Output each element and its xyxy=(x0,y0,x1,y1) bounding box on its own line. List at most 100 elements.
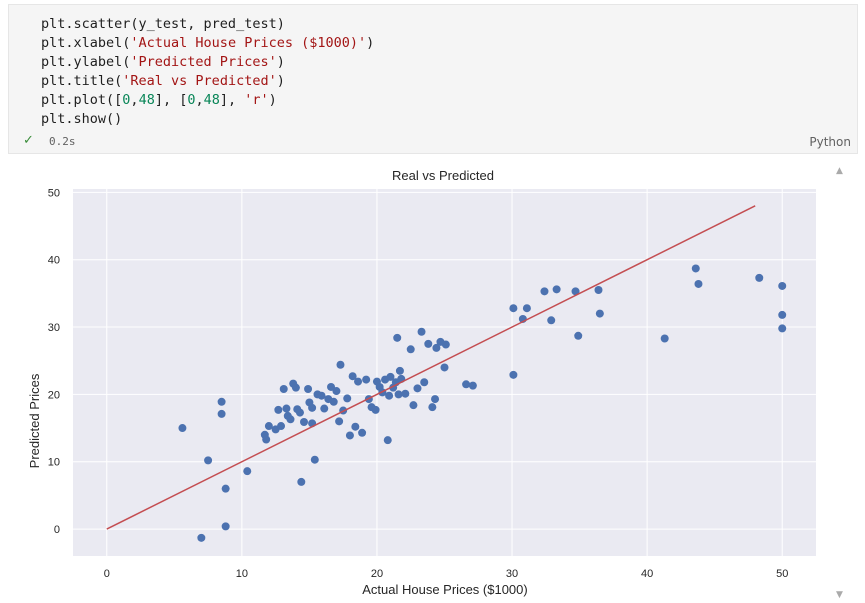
data-point xyxy=(362,375,371,384)
execution-time: 0.2s xyxy=(49,135,76,148)
data-point xyxy=(343,394,352,403)
data-point xyxy=(394,390,403,399)
data-point xyxy=(264,422,273,431)
data-point xyxy=(279,384,288,393)
data-point xyxy=(778,324,787,333)
data-point xyxy=(310,455,319,464)
data-point xyxy=(217,397,226,406)
data-point xyxy=(351,422,360,431)
data-point xyxy=(694,279,703,288)
cell-output: ▲ 0 10 20 30 40 50 0 10 20 30 40 50 Real vs Predict… xyxy=(0,156,865,600)
code-token: plt.scatter(y_test, pred_test) xyxy=(41,16,285,32)
x-tick-label: 20 xyxy=(371,568,383,580)
data-point xyxy=(424,339,433,348)
data-point xyxy=(277,422,286,431)
code-token: plt.show() xyxy=(41,111,123,127)
x-tick-label: 40 xyxy=(641,568,653,580)
scroll-down-icon[interactable]: ▼ xyxy=(836,590,843,600)
code-line: plt.show() xyxy=(41,110,374,129)
data-point xyxy=(552,285,561,294)
code-token: 'Real vs Predicted' xyxy=(122,73,277,89)
data-point xyxy=(348,372,357,381)
data-point xyxy=(243,467,252,476)
tick-labels: 0 10 20 30 40 50 0 10 20 30 40 50 xyxy=(48,187,789,580)
data-point xyxy=(755,273,764,282)
data-point xyxy=(428,403,437,412)
y-axis-label: Predicted Prices xyxy=(27,373,42,468)
code-line: plt.title('Real vs Predicted') xyxy=(41,72,374,91)
data-point xyxy=(432,343,441,352)
data-point xyxy=(297,477,306,486)
data-point xyxy=(221,522,230,531)
data-point xyxy=(282,404,291,413)
data-point xyxy=(178,424,187,433)
data-point xyxy=(594,286,603,295)
data-point xyxy=(291,383,300,392)
y-tick-label: 0 xyxy=(54,524,60,536)
code-cell[interactable]: plt.scatter(y_test, pred_test) plt.xlabel… xyxy=(8,4,858,154)
y-tick-label: 50 xyxy=(48,187,60,199)
code-line: plt.plot([0,48], [0,48], 'r') xyxy=(41,91,374,110)
code-token: 48 xyxy=(203,92,220,108)
data-point xyxy=(413,384,422,393)
x-tick-label: 10 xyxy=(236,568,248,580)
data-point xyxy=(304,384,313,393)
data-point xyxy=(358,428,367,437)
code-token: 0 xyxy=(187,92,196,108)
data-point xyxy=(320,404,329,413)
y-tick-label: 10 xyxy=(48,457,60,469)
data-point xyxy=(354,377,363,386)
data-point xyxy=(329,397,338,406)
data-point xyxy=(336,360,345,369)
code-editor[interactable]: plt.scatter(y_test, pred_test) plt.xlabel… xyxy=(41,15,374,129)
data-point xyxy=(274,405,283,414)
data-point xyxy=(204,456,213,465)
data-point xyxy=(409,401,418,410)
chart-title: Real vs Predicted xyxy=(392,168,494,183)
data-point xyxy=(509,304,518,313)
code-token: ) xyxy=(268,92,277,108)
data-point xyxy=(371,405,380,414)
y-tick-label: 40 xyxy=(48,255,60,267)
scatter-points xyxy=(178,264,787,542)
data-point xyxy=(295,408,304,417)
code-token: , xyxy=(195,92,204,108)
data-point xyxy=(595,309,604,318)
data-point xyxy=(262,435,271,444)
code-token: ) xyxy=(366,35,375,51)
data-point xyxy=(660,334,669,343)
scroll-up-icon[interactable]: ▲ xyxy=(836,166,843,176)
code-line: plt.ylabel('Predicted Prices') xyxy=(41,53,374,72)
code-line: plt.xlabel('Actual House Prices ($1000)'… xyxy=(41,34,374,53)
data-point xyxy=(522,304,531,313)
data-point xyxy=(335,417,344,426)
code-token: , xyxy=(130,92,139,108)
y-tick-label: 30 xyxy=(48,322,60,334)
code-token: 48 xyxy=(138,92,155,108)
data-point xyxy=(221,484,230,493)
data-point xyxy=(406,345,415,354)
data-point xyxy=(462,380,471,389)
code-token: ], xyxy=(219,92,245,108)
data-point xyxy=(574,331,583,340)
data-point xyxy=(778,310,787,319)
code-line: plt.scatter(y_test, pred_test) xyxy=(41,15,374,34)
code-token: 'Actual House Prices ($1000)' xyxy=(130,35,367,51)
data-point xyxy=(395,366,404,375)
data-point xyxy=(393,333,402,342)
code-token: plt.title( xyxy=(41,73,123,89)
data-point xyxy=(401,389,410,398)
scatter-chart: 0 10 20 30 40 50 0 10 20 30 40 50 Real vs Predicted… xyxy=(27,168,816,597)
data-point xyxy=(197,533,206,542)
code-token: ) xyxy=(276,54,285,70)
cell-status-bar: ✓ 0.2s Python xyxy=(9,131,857,153)
code-token: 'r' xyxy=(244,92,269,108)
x-tick-label: 0 xyxy=(104,568,110,580)
data-point xyxy=(317,391,326,400)
data-point xyxy=(778,281,787,290)
data-point xyxy=(547,316,556,325)
data-point xyxy=(383,436,392,445)
code-token: plt.xlabel( xyxy=(41,35,131,51)
x-axis-label: Actual House Prices ($1000) xyxy=(362,582,527,597)
language-label[interactable]: Python xyxy=(809,135,851,149)
